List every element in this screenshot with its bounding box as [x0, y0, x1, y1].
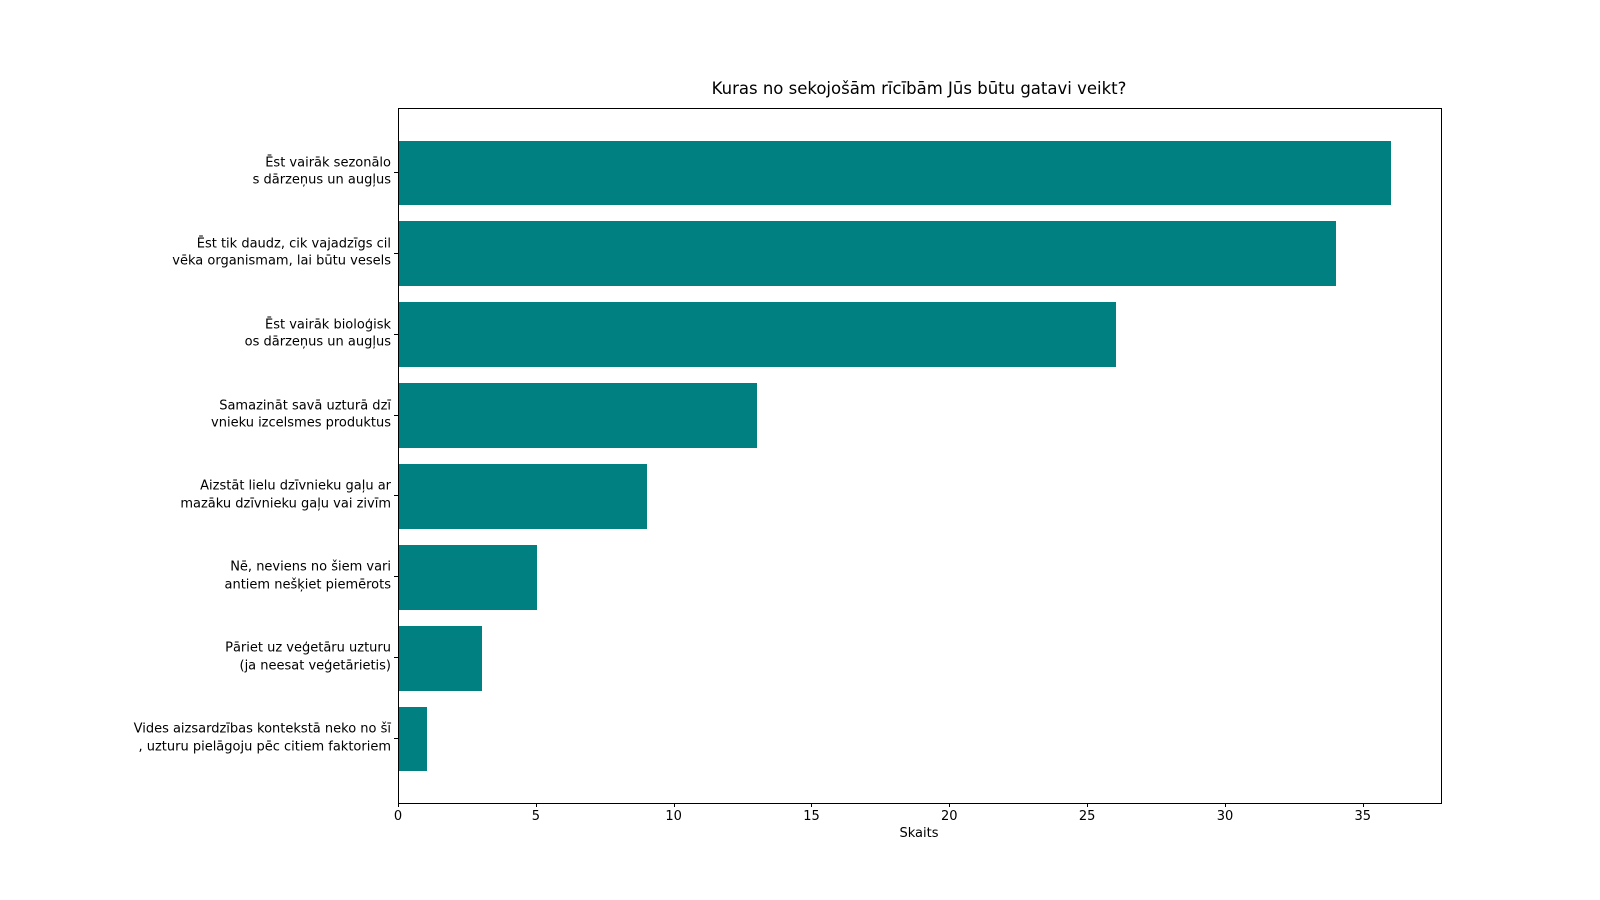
y-tick-label: Ēst tik daudz, cik vajadzīgs cil vēka or… [172, 236, 391, 269]
x-tick-mark [1224, 803, 1226, 807]
x-tick-mark [1087, 803, 1089, 807]
y-tick-mark [394, 252, 398, 254]
x-tick-mark [811, 803, 813, 807]
x-axis: 0 5 10 15 20 25 30 35 [394, 803, 1440, 843]
x-tick-label: 10 [665, 809, 682, 824]
y-tick-mark [394, 414, 398, 416]
x-tick-label: 20 [941, 809, 958, 824]
bar [399, 302, 1116, 368]
y-tick-mark [394, 657, 398, 659]
y-tick-label: Aizstāt lielu dzīvnieku gaļu ar mazāku d… [180, 478, 391, 512]
y-tick-label: Nē, neviens no šiem vari antiem nešķiet … [224, 559, 392, 593]
x-tick-label: 0 [393, 809, 403, 824]
bar [399, 544, 537, 610]
y-tick-label: Pāriet uz veģetāru uzturu (ja neesat veģ… [225, 640, 391, 674]
x-tick-mark [535, 803, 537, 807]
y-axis-labels: Ēst vairāk sezonālo s dārzeņus un augļus… [0, 108, 391, 802]
y-tick-label: Vides aizsardzības kontekstā neko no šī … [133, 721, 391, 755]
bar [399, 706, 427, 772]
y-tick-mark [394, 171, 398, 173]
bar [399, 140, 1392, 206]
y-tick-label: Ēst vairāk bioloģisk os dārzeņus un augļ… [244, 317, 391, 350]
bar [399, 221, 1337, 287]
x-tick-label: 25 [1078, 809, 1096, 824]
y-tick-mark [394, 738, 398, 740]
x-axis-title: Skaits [899, 826, 939, 841]
y-tick-label: Samazināt savā uzturā dzī vnieku izcelsm… [211, 398, 391, 431]
x-tick-label: 30 [1216, 809, 1234, 824]
y-tick-mark [394, 495, 398, 497]
x-tick-mark [673, 803, 675, 807]
x-tick-mark [949, 803, 951, 807]
y-tick-label: Ēst vairāk sezonālo s dārzeņus un augļus [252, 155, 391, 188]
plot-area [398, 108, 1442, 804]
chart-title: Kuras no sekojošām rīcībām Jūs būtu gata… [711, 79, 1127, 98]
x-tick-mark [1362, 803, 1364, 807]
y-tick-mark [394, 576, 398, 578]
x-tick-label: 35 [1354, 809, 1372, 824]
y-tick-mark [394, 333, 398, 335]
x-tick-label: 15 [803, 809, 820, 824]
x-tick-label: 5 [531, 809, 540, 824]
bar [399, 625, 482, 691]
bar [399, 383, 758, 448]
x-tick-mark [398, 803, 399, 807]
bar [399, 464, 648, 529]
y-axis-ticks [394, 108, 398, 802]
